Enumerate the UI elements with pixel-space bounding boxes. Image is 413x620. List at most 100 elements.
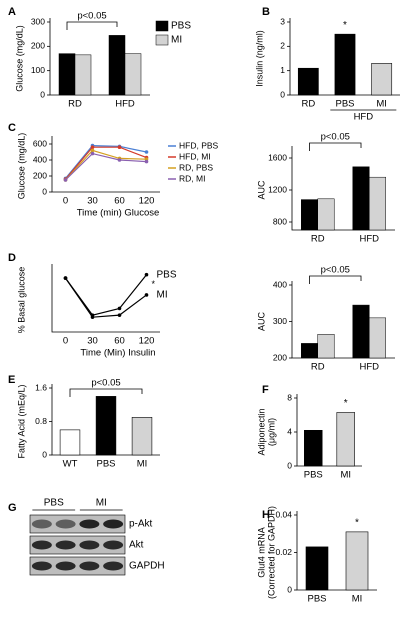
point [144, 293, 149, 297]
point [90, 151, 95, 156]
bar [345, 531, 369, 591]
blot-band [103, 540, 124, 550]
line [65, 146, 147, 180]
blot-band [55, 561, 76, 571]
bar [336, 412, 355, 467]
panel-letter: A [8, 6, 16, 18]
y-tick-label: 1200 [268, 184, 287, 194]
x-tick-label: PBS [335, 99, 354, 110]
x-tick-label: MI [340, 470, 351, 481]
bar [74, 54, 92, 96]
panel-letter: F [262, 384, 269, 396]
y-tick-label: 200 [273, 352, 287, 362]
y-axis-label: Adiponectin [256, 408, 266, 455]
line [65, 152, 147, 181]
x-tick-label: RD [311, 362, 325, 373]
y-axis-label: (μg/ml) [266, 418, 276, 446]
x-axis-label: Time (Min) Insulin [80, 348, 155, 359]
point [144, 159, 149, 164]
bar [58, 53, 76, 96]
point [144, 272, 149, 277]
point [90, 148, 95, 153]
legend-label: HFD, MI [179, 151, 211, 161]
y-tick-label: 100 [31, 65, 45, 75]
legend-label: RD, MI [179, 173, 205, 183]
x-tick-label: 60 [114, 196, 125, 207]
x-tick-label: MI [352, 594, 363, 605]
row-label: GAPDH [129, 561, 165, 572]
line [65, 149, 147, 181]
annotation: p<0.05 [321, 132, 350, 143]
bar [317, 334, 335, 359]
annotation: * [152, 279, 156, 289]
blot-strip [29, 556, 126, 576]
y-tick-label: 0 [40, 89, 45, 99]
bar [108, 35, 126, 96]
bar [95, 396, 117, 456]
group-label: HFD [354, 112, 374, 123]
row-label: Akt [129, 540, 144, 551]
x-tick-label: 60 [114, 336, 125, 347]
bar [301, 343, 318, 359]
bracket [309, 275, 362, 284]
y-tick-label: 400 [33, 154, 47, 164]
y-axis-label: AUC [256, 312, 266, 332]
bracket [69, 388, 143, 397]
point [63, 276, 68, 280]
y-axis-label: (Corrected for GAPDH) [266, 506, 276, 599]
x-tick-label: HFD [359, 362, 379, 373]
x-tick-label: 30 [87, 196, 98, 207]
point [90, 145, 95, 149]
line [65, 277, 147, 318]
y-tick-label: 1600 [268, 152, 287, 162]
bar [301, 199, 318, 231]
y-tick-label: 1.6 [35, 382, 47, 392]
annotation: p<0.05 [321, 265, 350, 276]
bar [305, 546, 329, 591]
y-tick-label: 300 [31, 16, 45, 26]
y-axis-label: Glut4 mRNA [256, 527, 266, 578]
panel-letter: H [262, 509, 270, 521]
blot-band [31, 540, 52, 550]
row-label: p-Akt [129, 519, 153, 530]
y-tick-label: 8 [287, 392, 292, 402]
blot-band [79, 540, 100, 550]
bar [369, 176, 386, 231]
point [63, 178, 68, 182]
bar [369, 317, 386, 359]
x-tick-label: MI [376, 99, 387, 110]
x-tick-label: 30 [87, 336, 98, 347]
blot-band [103, 561, 124, 571]
x-tick-label: 0 [63, 336, 68, 347]
point [117, 306, 122, 311]
axis [51, 136, 160, 193]
legend-label: MI [171, 35, 182, 46]
series-label: MI [157, 290, 168, 301]
bar [371, 63, 393, 96]
y-tick-label: 4 [287, 426, 292, 436]
panel-letter: E [8, 374, 15, 386]
panel-letter: B [262, 6, 270, 18]
y-axis-label: Fatty Acid (mEq/L) [16, 384, 26, 458]
point [144, 150, 149, 154]
x-axis-label: Time (min) Glucose [77, 208, 160, 219]
x-tick-label: PBS [307, 594, 326, 605]
bar [304, 429, 323, 467]
y-tick-label: 0 [42, 449, 47, 459]
legend-swatch [155, 20, 169, 32]
y-axis-label: Glucose (mg/dL) [14, 25, 24, 92]
blot-strip [29, 535, 126, 555]
x-tick-label: 120 [139, 196, 155, 207]
y-tick-label: 2 [280, 41, 285, 51]
series-label: PBS [157, 269, 177, 280]
blot-band [31, 561, 52, 571]
bar [352, 166, 370, 231]
legend-label: RD, PBS [179, 162, 213, 172]
point [117, 145, 122, 149]
x-tick-label: PBS [96, 459, 115, 470]
bar [352, 304, 370, 359]
bar [317, 198, 335, 231]
blot-band [55, 540, 76, 550]
y-tick-label: 0 [280, 89, 285, 99]
